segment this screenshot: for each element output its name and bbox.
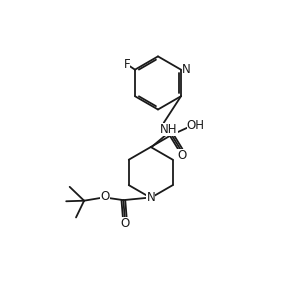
Text: F: F xyxy=(124,58,130,71)
Text: O: O xyxy=(177,149,186,162)
Text: N: N xyxy=(146,191,155,204)
Text: N: N xyxy=(182,63,191,76)
Text: NH: NH xyxy=(160,123,178,136)
Text: O: O xyxy=(120,217,129,230)
Text: OH: OH xyxy=(186,119,204,132)
Text: O: O xyxy=(100,191,110,204)
